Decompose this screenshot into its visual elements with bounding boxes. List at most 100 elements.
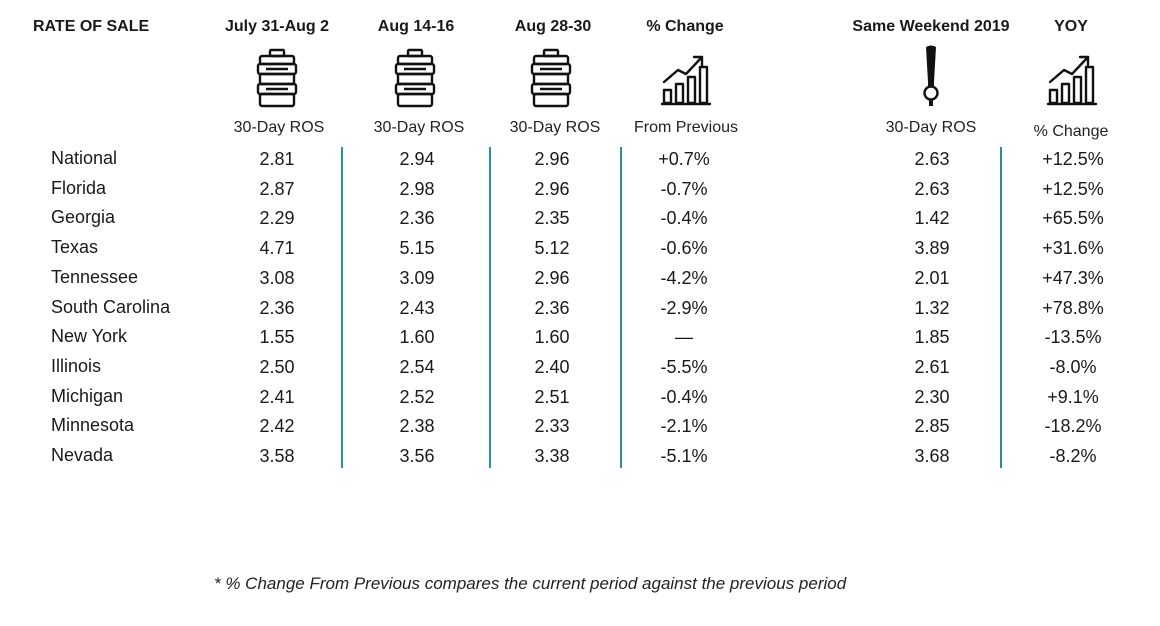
column-divider	[341, 147, 343, 468]
table-cell: -8.2%	[1049, 446, 1097, 466]
table-cell: -5.1%	[660, 446, 708, 466]
table-cell: +31.6%	[1042, 238, 1104, 258]
sub-header: From Previous	[633, 119, 739, 136]
column-divider	[1000, 147, 1002, 468]
table-cell: 2.50	[259, 357, 295, 377]
table-cell: -2.1%	[660, 416, 708, 436]
table-cell: 1.60	[399, 327, 435, 347]
column-divider	[620, 147, 622, 468]
table-cell: 3.09	[399, 268, 435, 288]
col-header-aug28-30: Aug 28-30	[514, 18, 592, 35]
sub-header: 30-Day ROS	[885, 119, 977, 136]
table-cell: 2.94	[399, 149, 435, 169]
table-cell: 2.63	[914, 179, 950, 199]
col-header-yoy: YOY	[1054, 18, 1088, 35]
table-title: RATE OF SALE	[33, 18, 150, 35]
table-cell: 2.33	[534, 416, 570, 436]
table-cell: -0.4%	[660, 387, 708, 407]
table-cell: 2.85	[914, 416, 950, 436]
table-cell: -8.0%	[1049, 357, 1097, 377]
state-label: Texas	[51, 237, 99, 257]
col-header-same-weekend-2019: Same Weekend 2019	[852, 18, 1010, 35]
table-cell: 2.81	[259, 149, 295, 169]
table-cell: 2.35	[534, 208, 570, 228]
table-cell: +12.5%	[1042, 179, 1104, 199]
table-cell: 2.36	[259, 298, 295, 318]
table-cell: 2.42	[259, 416, 295, 436]
state-label: Michigan	[51, 386, 124, 406]
table-cell: 2.96	[534, 268, 570, 288]
state-label: Minnesota	[51, 415, 135, 435]
sub-header: 30-Day ROS	[233, 119, 325, 136]
col-header-pct-change: % Change	[646, 18, 724, 35]
keg-icon	[530, 48, 572, 108]
table-cell: -0.6%	[660, 238, 708, 258]
table-cell: 2.01	[914, 268, 950, 288]
table-cell: -0.7%	[660, 179, 708, 199]
state-label: Illinois	[51, 356, 102, 376]
table-cell: -2.9%	[660, 298, 708, 318]
table-cell: 1.60	[534, 327, 570, 347]
state-label: Nevada	[51, 445, 114, 465]
table-cell: 2.30	[914, 387, 950, 407]
table-cell: +65.5%	[1042, 208, 1104, 228]
table-cell: 5.15	[399, 238, 435, 258]
table-cell: -13.5%	[1044, 327, 1102, 347]
table-cell: 3.68	[914, 446, 950, 466]
table-cell: 3.38	[534, 446, 570, 466]
growth-chart-icon	[660, 55, 712, 106]
state-label: Tennessee	[51, 267, 139, 287]
footnote: * % Change From Previous compares the cu…	[214, 574, 847, 593]
keg-icon	[256, 48, 298, 108]
table-cell: -18.2%	[1044, 416, 1102, 436]
table-cell: -5.5%	[660, 357, 708, 377]
table-cell: 1.32	[914, 298, 950, 318]
table-cell: +78.8%	[1042, 298, 1104, 318]
table-cell: 3.89	[914, 238, 950, 258]
table-cell: 1.85	[914, 327, 950, 347]
table-cell: 2.98	[399, 179, 435, 199]
state-label: Georgia	[51, 207, 116, 227]
table-cell: —	[675, 327, 693, 347]
table-cell: 2.54	[399, 357, 435, 377]
table-cell: +0.7%	[658, 149, 710, 169]
table-cell: 2.96	[534, 179, 570, 199]
col-header-aug14-16: Aug 14-16	[377, 18, 455, 35]
column-divider	[489, 147, 491, 468]
col-header-jul31-aug2: July 31-Aug 2	[224, 18, 330, 35]
state-label: South Carolina	[51, 297, 171, 317]
keg-icon	[394, 48, 436, 108]
table-cell: 1.55	[259, 327, 295, 347]
table-cell: 1.42	[914, 208, 950, 228]
table-cell: 4.71	[259, 238, 295, 258]
table-cell: 2.96	[534, 149, 570, 169]
state-label: National	[51, 148, 118, 168]
table-cell: 2.43	[399, 298, 435, 318]
table-cell: -4.2%	[660, 268, 708, 288]
table-cell: 2.61	[914, 357, 950, 377]
table-cell: +9.1%	[1047, 387, 1099, 407]
table-cell: 5.12	[534, 238, 570, 258]
state-label: New York	[51, 326, 128, 346]
table-cell: 2.87	[259, 179, 295, 199]
table-cell: +47.3%	[1042, 268, 1104, 288]
table-cell: 3.08	[259, 268, 295, 288]
table-cell: 2.40	[534, 357, 570, 377]
table-cell: 2.41	[259, 387, 295, 407]
state-label: Florida	[51, 178, 107, 198]
table-cell: 2.36	[534, 298, 570, 318]
sub-header: 30-Day ROS	[373, 119, 465, 136]
table-cell: 3.58	[259, 446, 295, 466]
sub-header: 30-Day ROS	[509, 119, 601, 136]
table-cell: 2.36	[399, 208, 435, 228]
table-cell: -0.4%	[660, 208, 708, 228]
table-cell: +12.5%	[1042, 149, 1104, 169]
table-cell: 2.38	[399, 416, 435, 436]
table-cell: 2.51	[534, 387, 570, 407]
table-cell: 3.56	[399, 446, 435, 466]
table-cell: 2.63	[914, 149, 950, 169]
sub-header: % Change	[1033, 123, 1109, 140]
beer-tap-icon	[923, 45, 939, 106]
table-cell: 2.52	[399, 387, 435, 407]
table-cell: 2.29	[259, 208, 295, 228]
